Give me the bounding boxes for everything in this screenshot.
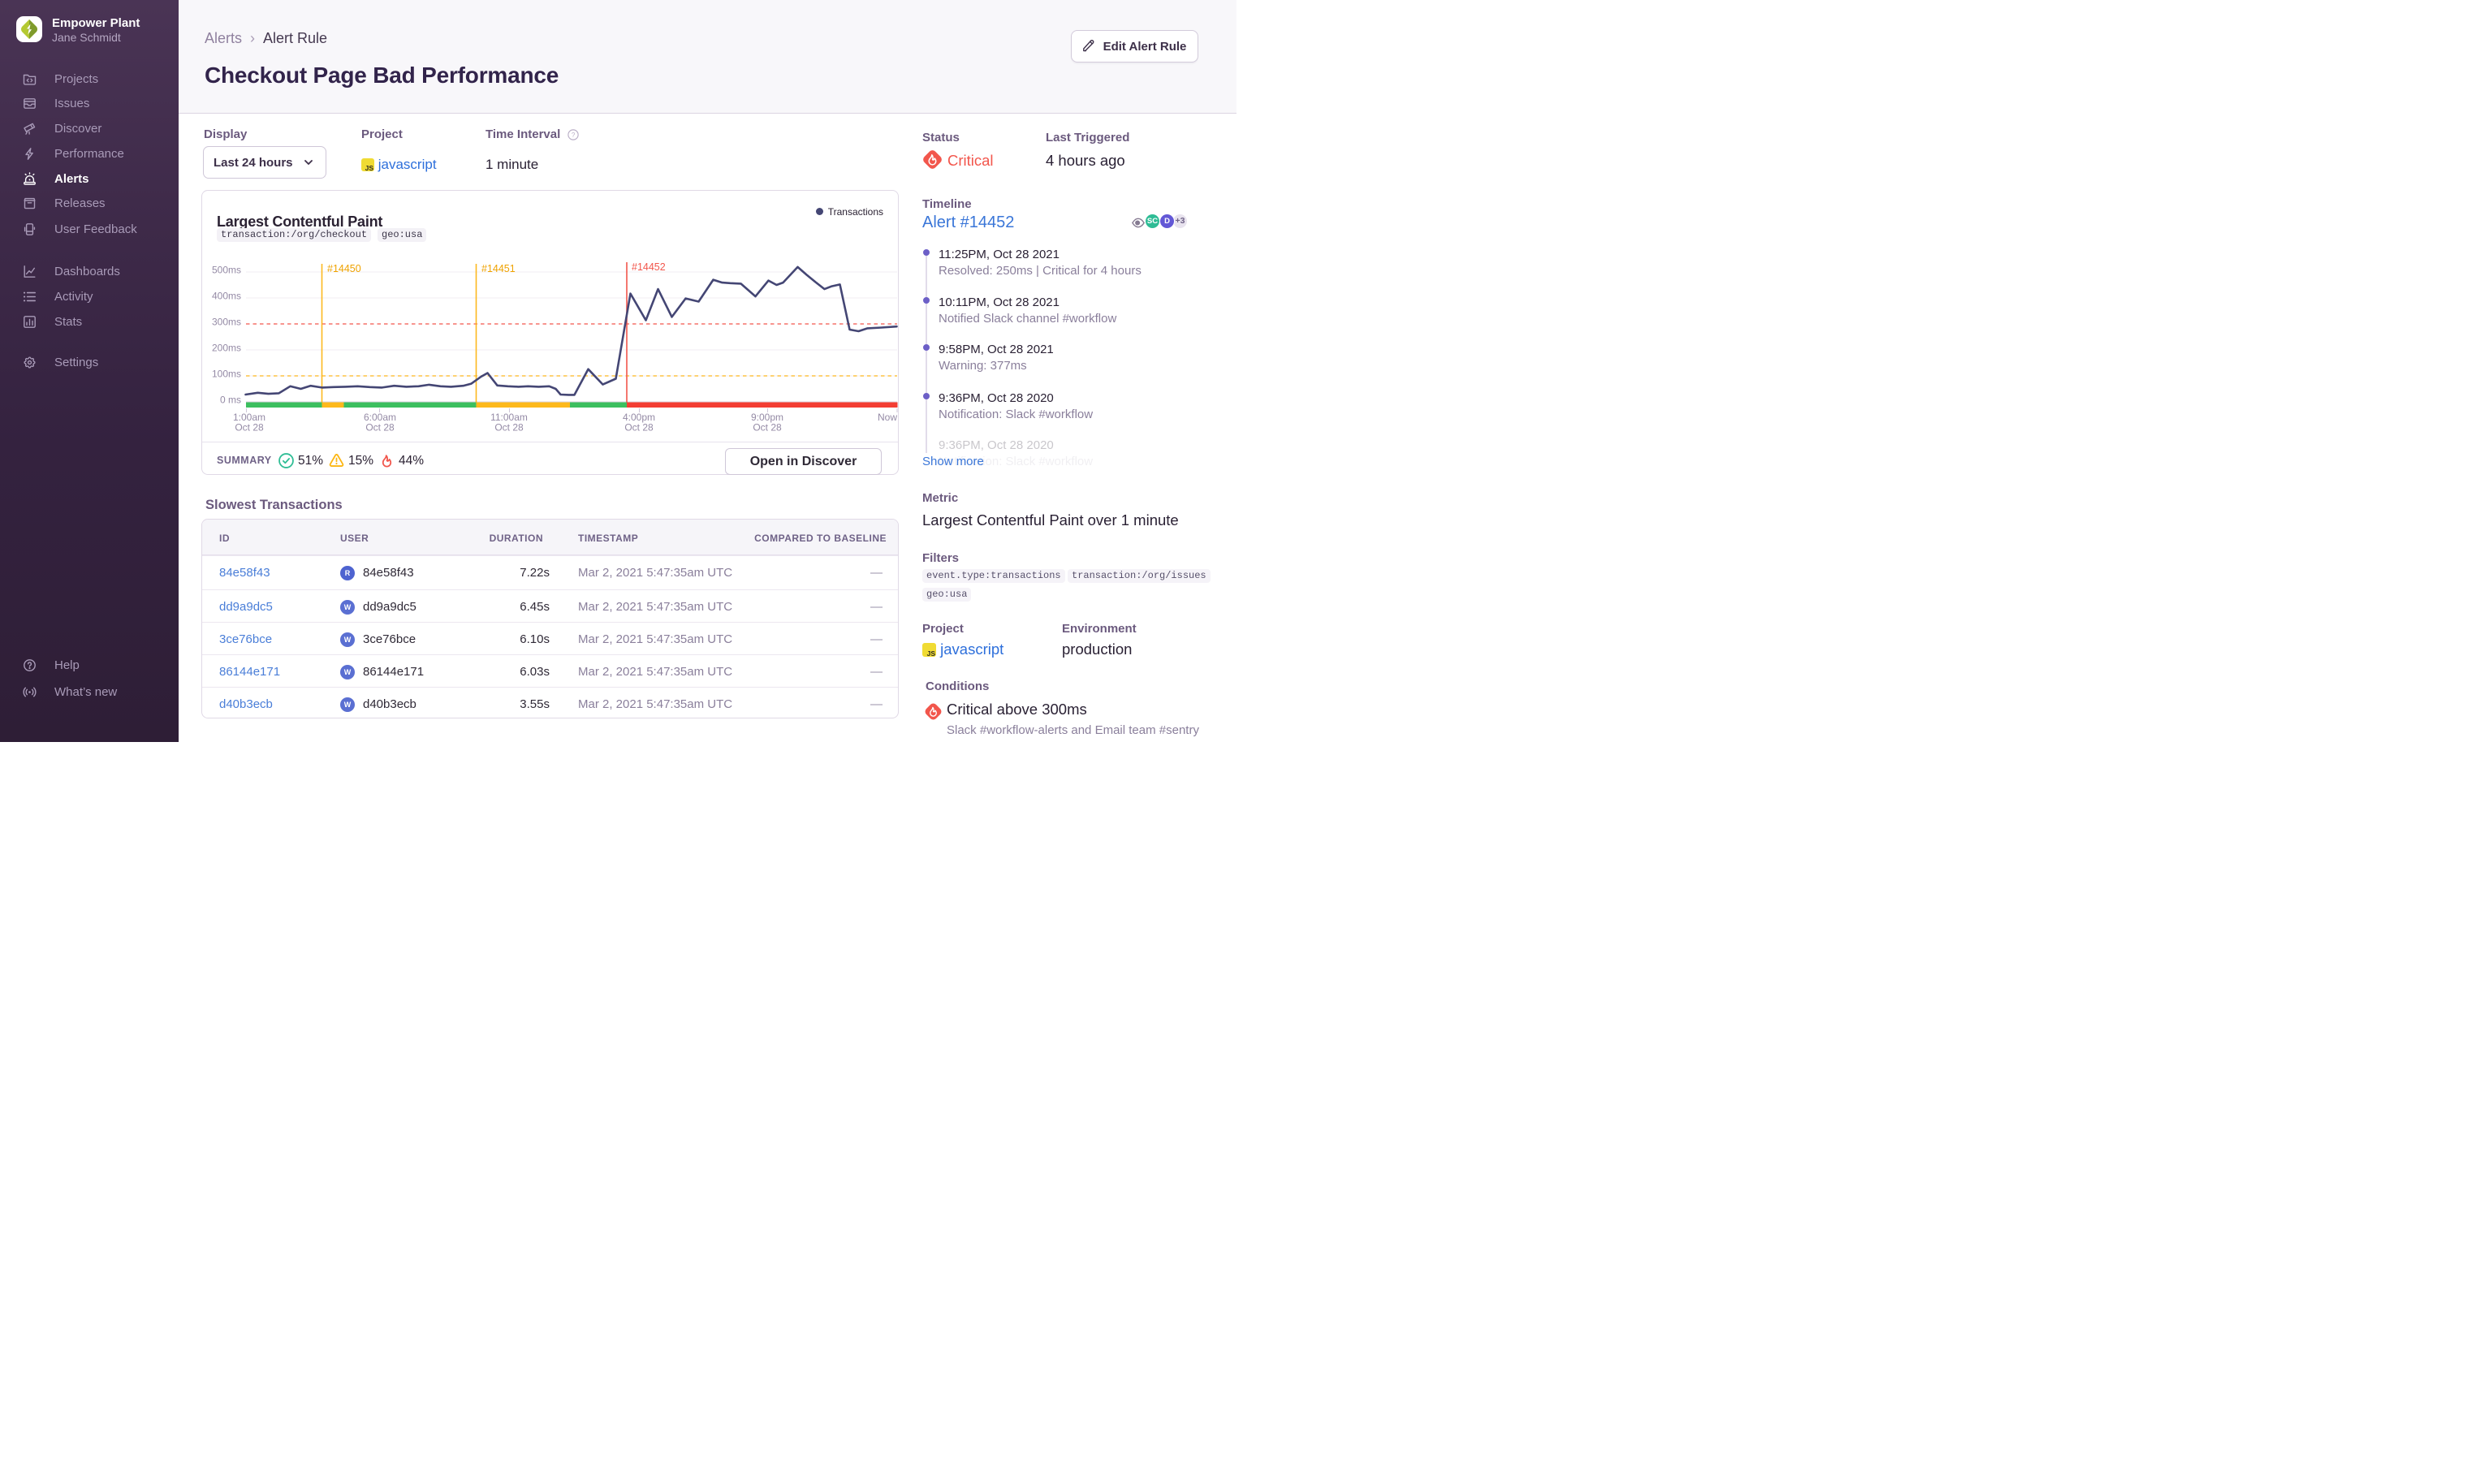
svg-text:Now: Now <box>878 412 897 423</box>
svg-text:0 ms: 0 ms <box>220 395 241 406</box>
svg-text:?: ? <box>571 132 575 139</box>
svg-text:Oct 28: Oct 28 <box>753 422 782 434</box>
svg-text:Oct 28: Oct 28 <box>494 422 524 434</box>
svg-text:#14450: #14450 <box>327 263 361 274</box>
svg-text:1:00am: 1:00am <box>233 412 265 423</box>
svg-text:4:00pm: 4:00pm <box>623 412 655 423</box>
svg-text:Oct 28: Oct 28 <box>365 422 395 434</box>
svg-text:9:00pm: 9:00pm <box>751 412 783 423</box>
svg-text:500ms: 500ms <box>212 265 241 276</box>
svg-text:100ms: 100ms <box>212 369 241 380</box>
svg-text:200ms: 200ms <box>212 343 241 354</box>
svg-text:300ms: 300ms <box>212 317 241 328</box>
svg-text:#14452: #14452 <box>632 261 666 273</box>
svg-text:Oct 28: Oct 28 <box>235 422 264 434</box>
svg-text:400ms: 400ms <box>212 291 241 302</box>
svg-text:11:00am: 11:00am <box>490 412 528 423</box>
svg-text:6:00am: 6:00am <box>364 412 396 423</box>
svg-text:Oct 28: Oct 28 <box>624 422 654 434</box>
svg-text:#14451: #14451 <box>481 263 516 274</box>
